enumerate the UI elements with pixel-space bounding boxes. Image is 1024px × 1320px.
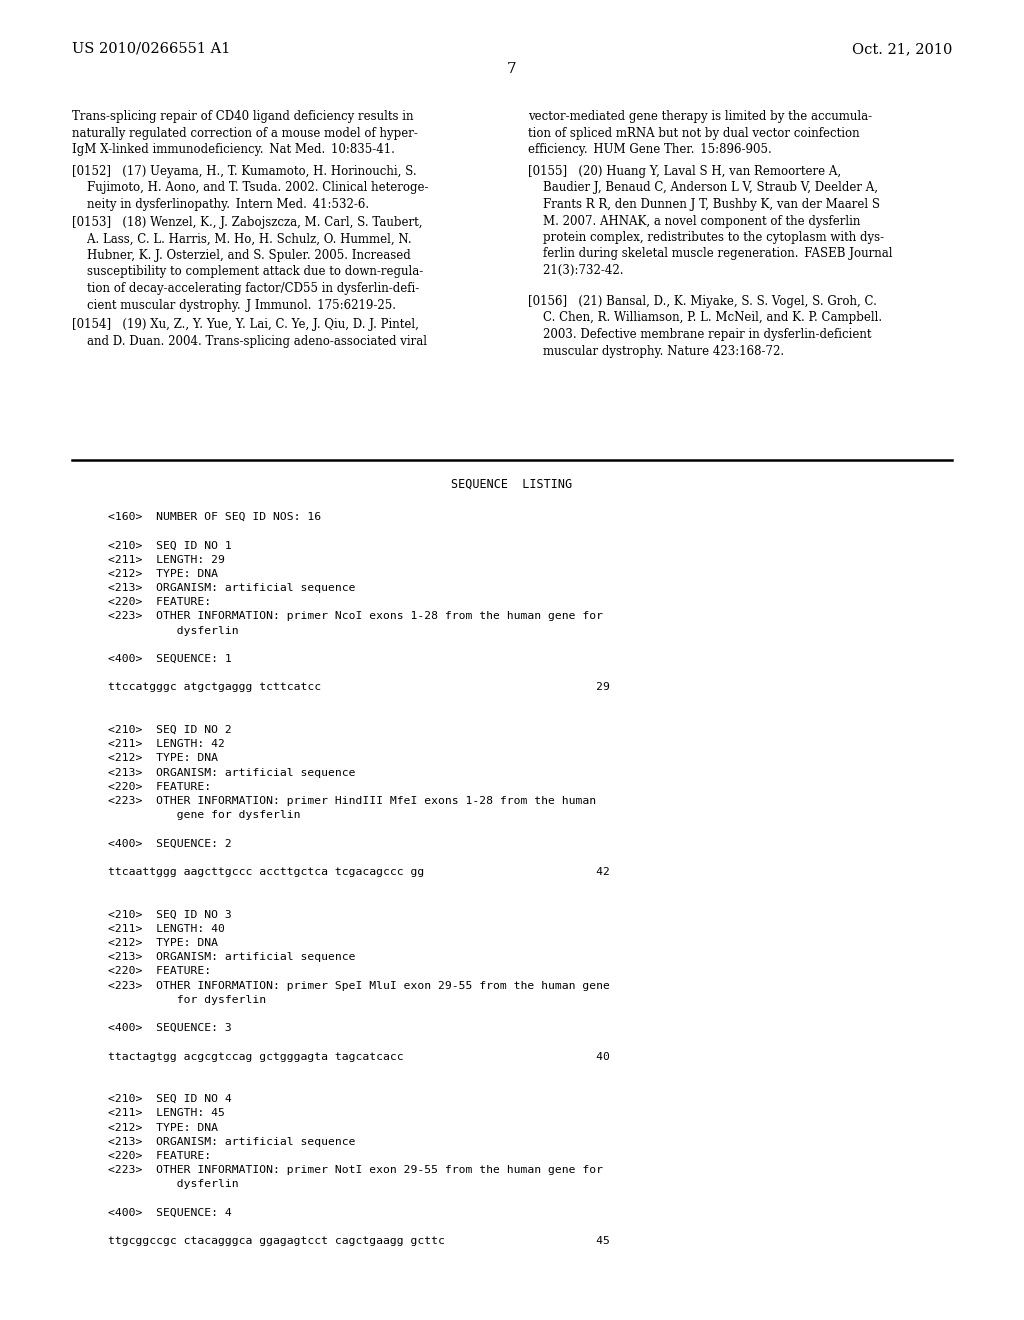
Text: [0153]   (18) Wenzel, K., J. Zabojszcza, M. Carl, S. Taubert,
    A. Lass, C. L.: [0153] (18) Wenzel, K., J. Zabojszcza, M… [72,216,423,312]
Text: for dysferlin: for dysferlin [108,995,266,1005]
Text: Trans-splicing repair of CD40 ligand deficiency results in
naturally regulated c: Trans-splicing repair of CD40 ligand def… [72,110,418,156]
Text: <213>  ORGANISM: artificial sequence: <213> ORGANISM: artificial sequence [108,583,355,593]
Text: <220>  FEATURE:: <220> FEATURE: [108,966,211,977]
Text: 7: 7 [507,62,517,77]
Text: <223>  OTHER INFORMATION: primer NcoI exons 1-28 from the human gene for: <223> OTHER INFORMATION: primer NcoI exo… [108,611,603,622]
Text: <400>  SEQUENCE: 3: <400> SEQUENCE: 3 [108,1023,231,1034]
Text: [0152]   (17) Ueyama, H., T. Kumamoto, H. Horinouchi, S.
    Fujimoto, H. Aono, : [0152] (17) Ueyama, H., T. Kumamoto, H. … [72,165,428,211]
Text: <210>  SEQ ID NO 1: <210> SEQ ID NO 1 [108,540,231,550]
Text: <211>  LENGTH: 45: <211> LENGTH: 45 [108,1109,225,1118]
Text: ttccatgggc atgctgaggg tcttcatcc                                        29: ttccatgggc atgctgaggg tcttcatcc 29 [108,682,610,693]
Text: <210>  SEQ ID NO 2: <210> SEQ ID NO 2 [108,725,231,735]
Text: <211>  LENGTH: 29: <211> LENGTH: 29 [108,554,225,565]
Text: <213>  ORGANISM: artificial sequence: <213> ORGANISM: artificial sequence [108,1137,355,1147]
Text: <213>  ORGANISM: artificial sequence: <213> ORGANISM: artificial sequence [108,768,355,777]
Text: <220>  FEATURE:: <220> FEATURE: [108,597,211,607]
Text: gene for dysferlin: gene for dysferlin [108,810,300,820]
Text: dysferlin: dysferlin [108,626,239,636]
Text: <220>  FEATURE:: <220> FEATURE: [108,781,211,792]
Text: <210>  SEQ ID NO 4: <210> SEQ ID NO 4 [108,1094,231,1105]
Text: <223>  OTHER INFORMATION: primer HindIII MfeI exons 1-28 from the human: <223> OTHER INFORMATION: primer HindIII … [108,796,596,807]
Text: ttgcggccgc ctacagggca ggagagtcct cagctgaagg gcttc                      45: ttgcggccgc ctacagggca ggagagtcct cagctga… [108,1237,610,1246]
Text: <212>  TYPE: DNA: <212> TYPE: DNA [108,1122,218,1133]
Text: <223>  OTHER INFORMATION: primer SpeI MluI exon 29-55 from the human gene: <223> OTHER INFORMATION: primer SpeI Mlu… [108,981,610,990]
Text: ttcaattggg aagcttgccc accttgctca tcgacagccc gg                         42: ttcaattggg aagcttgccc accttgctca tcgacag… [108,867,610,876]
Text: <400>  SEQUENCE: 1: <400> SEQUENCE: 1 [108,653,231,664]
Text: <211>  LENGTH: 42: <211> LENGTH: 42 [108,739,225,750]
Text: <400>  SEQUENCE: 4: <400> SEQUENCE: 4 [108,1208,231,1218]
Text: <213>  ORGANISM: artificial sequence: <213> ORGANISM: artificial sequence [108,952,355,962]
Text: [0154]   (19) Xu, Z., Y. Yue, Y. Lai, C. Ye, J. Qiu, D. J. Pintel,
    and D. Du: [0154] (19) Xu, Z., Y. Yue, Y. Lai, C. Y… [72,318,427,347]
Text: <212>  TYPE: DNA: <212> TYPE: DNA [108,569,218,578]
Text: <220>  FEATURE:: <220> FEATURE: [108,1151,211,1162]
Text: <210>  SEQ ID NO 3: <210> SEQ ID NO 3 [108,909,231,920]
Text: [0156]   (21) Bansal, D., K. Miyake, S. S. Vogel, S. Groh, C.
    C. Chen, R. Wi: [0156] (21) Bansal, D., K. Miyake, S. S.… [528,294,882,358]
Text: vector-mediated gene therapy is limited by the accumula-
tion of spliced mRNA bu: vector-mediated gene therapy is limited … [528,110,872,156]
Text: <211>  LENGTH: 40: <211> LENGTH: 40 [108,924,225,933]
Text: <212>  TYPE: DNA: <212> TYPE: DNA [108,939,218,948]
Text: <212>  TYPE: DNA: <212> TYPE: DNA [108,754,218,763]
Text: <400>  SEQUENCE: 2: <400> SEQUENCE: 2 [108,838,231,849]
Text: SEQUENCE  LISTING: SEQUENCE LISTING [452,478,572,491]
Text: ttactagtgg acgcgtccag gctgggagta tagcatcacc                            40: ttactagtgg acgcgtccag gctgggagta tagcatc… [108,1052,610,1061]
Text: US 2010/0266551 A1: US 2010/0266551 A1 [72,42,230,55]
Text: <160>  NUMBER OF SEQ ID NOS: 16: <160> NUMBER OF SEQ ID NOS: 16 [108,512,322,521]
Text: <223>  OTHER INFORMATION: primer NotI exon 29-55 from the human gene for: <223> OTHER INFORMATION: primer NotI exo… [108,1166,603,1175]
Text: Oct. 21, 2010: Oct. 21, 2010 [852,42,952,55]
Text: dysferlin: dysferlin [108,1179,239,1189]
Text: [0155]   (20) Huang Y, Laval S H, van Remoortere A,
    Baudier J, Benaud C, And: [0155] (20) Huang Y, Laval S H, van Remo… [528,165,895,277]
